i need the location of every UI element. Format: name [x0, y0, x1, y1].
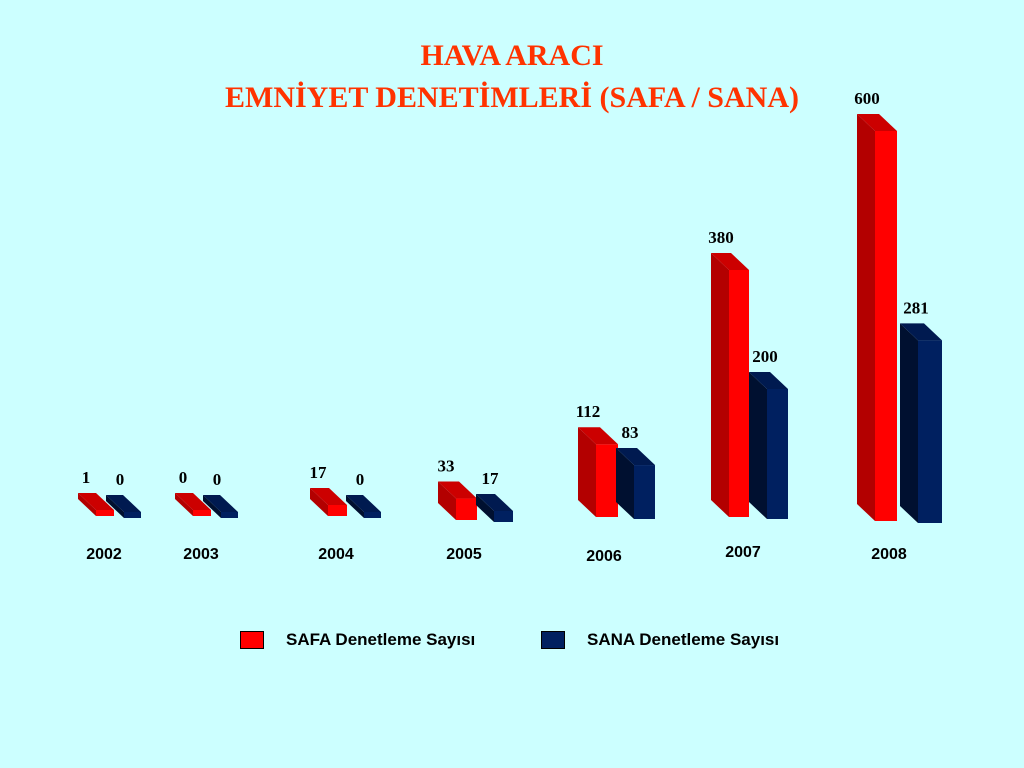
bar-sana-2007-top [749, 372, 788, 389]
legend-label-sana: SANA Denetleme Sayısı [587, 630, 780, 649]
value-label-safa-2005: 33 [438, 457, 455, 476]
bar-safa-2002-top [78, 493, 114, 510]
value-label-safa-2002: 1 [82, 468, 91, 487]
value-label-safa-2006: 112 [576, 402, 601, 421]
legend-label-safa: SAFA Denetleme Sayısı [286, 630, 476, 649]
bar-sana-2008-top [900, 323, 942, 341]
bar-safa-2005-top [438, 481, 477, 499]
bar-safa-2006-side [578, 427, 596, 517]
legend-swatch-sana [541, 631, 565, 649]
bar-safa-2006 [596, 444, 618, 517]
bar-safa-2007 [729, 270, 749, 517]
value-label-sana-2008: 281 [903, 298, 929, 317]
bar-sana-2004-side [346, 495, 364, 518]
bar-safa-2003-side [175, 493, 193, 516]
bar-safa-2003-top [175, 493, 211, 510]
bar-sana-2004-top [346, 495, 381, 512]
value-label-sana-2006: 83 [622, 423, 639, 442]
value-label-sana-2002: 0 [116, 470, 125, 489]
bar-safa-2008 [875, 131, 897, 521]
bar-sana-2003 [221, 512, 238, 518]
bar-sana-2007 [767, 389, 788, 519]
bar-safa-2004-top [310, 487, 347, 505]
bar-sana-2003-side [203, 495, 221, 518]
x-tick-label-2008: 2008 [871, 546, 907, 563]
value-label-safa-2007: 380 [708, 228, 734, 247]
bar-sana-2005-top [476, 493, 513, 511]
legend-item-sana: SANA Denetleme Sayısı [541, 630, 779, 650]
bar-safa-2003 [193, 510, 211, 516]
value-label-sana-2007: 200 [752, 347, 778, 366]
x-tick-label-2007: 2007 [725, 544, 761, 561]
value-label-sana-2003: 0 [213, 470, 222, 489]
bar-sana-2008-side [900, 323, 918, 523]
bar-safa-2005-side [438, 481, 456, 520]
bar-safa-2007-side [711, 253, 729, 517]
value-label-safa-2003: 0 [179, 468, 188, 487]
bar-sana-2002-top [106, 495, 141, 512]
x-tick-label-2003: 2003 [183, 546, 219, 563]
bar-safa-2006-top [578, 427, 618, 445]
bar-sana-2002-side [106, 495, 124, 518]
legend-item-safa: SAFA Denetleme Sayısı [240, 630, 475, 650]
bar-sana-2006 [634, 465, 655, 519]
bar-safa-2004-side [310, 487, 328, 516]
bar-chart: 1 0 2002 0 0 2003 17 0 2004 33 17 2005 112 83 2006 380 2… [78, 89, 942, 565]
bar-sana-2004 [364, 512, 381, 518]
bar-sana-2003-top [203, 495, 238, 512]
bar-safa-2005 [456, 498, 477, 520]
bar-safa-2002 [96, 510, 114, 516]
chart-title-line2: EMNİYET DENETİMLERİ (SAFA / SANA) [225, 81, 799, 114]
bar-safa-2008-top [857, 114, 897, 131]
bar-safa-2002-side [78, 493, 96, 516]
x-tick-label-2004: 2004 [318, 546, 354, 563]
bar-safa-2004 [328, 504, 347, 516]
chart-title-line1: HAVA ARACI [420, 39, 604, 72]
value-label-sana-2005: 17 [482, 469, 500, 488]
value-label-safa-2004: 17 [310, 463, 328, 482]
bar-sana-2002 [124, 512, 141, 518]
legend-swatch-safa [240, 631, 264, 649]
bar-sana-2008 [918, 340, 942, 523]
bar-sana-2007-side [749, 372, 767, 519]
x-tick-label-2005: 2005 [446, 546, 482, 563]
bar-safa-2008-side [857, 114, 875, 521]
bar-sana-2005 [494, 510, 513, 522]
bar-sana-2006-side [616, 448, 634, 519]
value-label-sana-2004: 0 [356, 470, 365, 489]
bar-sana-2005-side [476, 493, 494, 522]
value-label-safa-2008: 600 [854, 89, 880, 108]
bar-sana-2006-top [616, 448, 655, 466]
bar-safa-2007-top [711, 253, 749, 270]
x-tick-label-2006: 2006 [586, 548, 622, 565]
x-tick-label-2002: 2002 [86, 546, 122, 563]
